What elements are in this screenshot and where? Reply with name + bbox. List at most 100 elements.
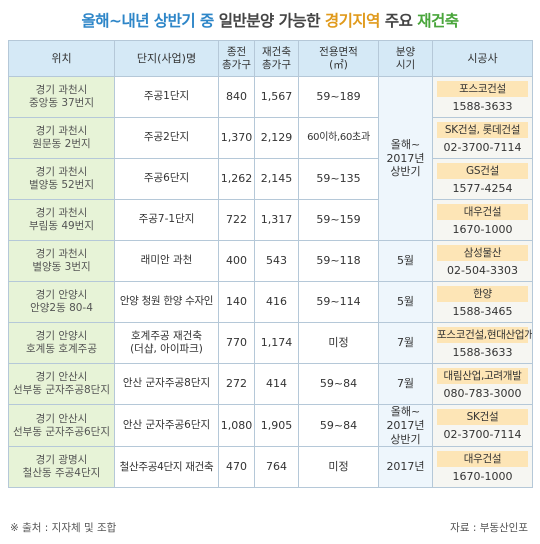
location-address: 안양2동 80-4 xyxy=(30,302,93,314)
project-cell: 안산 군자주공8단지 xyxy=(114,363,219,405)
project-cell: 호계주공 재건축 (더샵, 아이파크) xyxy=(114,322,219,364)
sale-period-cell: 5월 xyxy=(378,281,433,323)
sale-period-cell: 2017년 xyxy=(378,446,433,489)
header-sale-line2: 시기 xyxy=(395,58,416,71)
table-row: 경기 과천시 부림동 49번지 주공7-1단지 722 1,317 59~159 … xyxy=(8,199,533,241)
title-part-5: 재건축 xyxy=(417,12,459,30)
location-city: 경기 과천시 xyxy=(35,83,88,96)
table-row: 경기 과천시 별양동 3번지 래미안 과천 400 543 59~118 5월 삼… xyxy=(8,240,533,282)
sale-period-cell: 7월 xyxy=(378,363,433,405)
builder-phone: 1588-3465 xyxy=(452,304,513,318)
table-row: 경기 과천시 중앙동 37번지 주공1단지 840 1,567 59~189 올해… xyxy=(8,76,533,241)
builder-cell: 포스코건설 1588-3633 xyxy=(432,76,533,118)
builder-cell: 삼성물산 02-504-3303 xyxy=(432,240,533,282)
header-project: 단지(사업)명 xyxy=(114,40,219,77)
builder-cell: 대우건설 1670-1000 xyxy=(432,446,533,489)
builder-cell: 대우건설 1670-1000 xyxy=(432,199,533,241)
builder-name: GS건설 xyxy=(437,162,528,179)
area-cell: 미정 xyxy=(298,322,379,364)
header-prev-line2: 총가구 xyxy=(222,58,251,71)
project-cell: 안양 청원 한양 수자인 xyxy=(114,281,219,323)
location-address: 별양동 52번지 xyxy=(29,179,94,191)
builder-cell: SK건설 02-3700-7114 xyxy=(432,403,533,448)
location-cell: 경기 광명시 철산동 주공4단지 xyxy=(8,446,115,489)
header-new-households: 재건축 총가구 xyxy=(254,40,299,77)
location-city: 경기 과천시 xyxy=(35,206,88,219)
sale-line2: 2017년 xyxy=(386,418,425,432)
prev-households-cell: 1,370 xyxy=(218,117,255,159)
area-cell: 59~114 xyxy=(298,281,379,323)
location-cell: 경기 과천시 부림동 49번지 xyxy=(8,199,115,241)
table-row: 경기 안산시 선부동 군자주공8단지 안산 군자주공8단지 272 414 59~… xyxy=(8,363,533,405)
title-part-1: 올해~내년 상반기 중 xyxy=(81,12,214,30)
project-name: 호계주공 재건축 xyxy=(131,329,202,342)
builder-name: 대우건설 xyxy=(437,203,528,220)
prev-households-cell: 400 xyxy=(218,240,255,282)
project-cell: 철산주공4단지 재건축 xyxy=(114,446,219,489)
sale-period-merged-cell: 올해~ 2017년 상반기 xyxy=(378,76,433,241)
table-row: 경기 과천시 원문동 2번지 주공2단지 1,370 2,129 60이하,60초… xyxy=(8,117,533,159)
new-households-cell: 1,905 xyxy=(254,403,299,448)
location-address: 선부동 군자주공6단지 xyxy=(13,425,110,438)
header-prev-line1: 종전 xyxy=(226,46,247,59)
location-address: 원문동 2번지 xyxy=(32,138,91,150)
new-households-cell: 1,567 xyxy=(254,76,299,118)
new-households-cell: 543 xyxy=(254,240,299,282)
location-address: 호계동 호계주공 xyxy=(26,343,97,355)
location-cell: 경기 과천시 별양동 52번지 xyxy=(8,158,115,200)
table-row: 경기 과천시 별양동 52번지 주공6단지 1,262 2,145 59~135 … xyxy=(8,158,533,200)
area-cell: 60이하,60초과 xyxy=(298,117,379,159)
location-city: 경기 안산시 xyxy=(35,412,88,425)
project-cell: 안산 군자주공6단지 xyxy=(114,403,219,448)
header-prev-households: 종전 총가구 xyxy=(218,40,255,77)
area-cell: 59~189 xyxy=(298,76,379,118)
prev-households-cell: 840 xyxy=(218,76,255,118)
location-address: 선부동 군자주공8단지 xyxy=(13,384,110,396)
sale-line1: 올해~ xyxy=(390,405,421,418)
sale-period-cell: 올해~ 2017년 상반기 xyxy=(378,403,433,448)
table-row: 경기 안산시 선부동 군자주공6단지 안산 군자주공6단지 1,080 1,905… xyxy=(8,403,533,448)
builder-name: 삼성물산 xyxy=(437,244,528,261)
builder-cell: GS건설 1577-4254 xyxy=(432,158,533,200)
builder-name: 대림산업,고려개발 xyxy=(437,367,528,384)
location-cell: 경기 과천시 별양동 3번지 xyxy=(8,240,115,282)
location-city: 경기 과천시 xyxy=(35,124,88,137)
new-households-cell: 2,145 xyxy=(254,158,299,200)
prev-households-cell: 722 xyxy=(218,199,255,241)
builder-phone: 1588-3633 xyxy=(452,99,513,113)
area-cell: 59~84 xyxy=(298,363,379,405)
header-location: 위치 xyxy=(8,40,115,77)
location-city: 경기 광명시 xyxy=(35,454,88,467)
new-households-cell: 1,317 xyxy=(254,199,299,241)
new-households-cell: 764 xyxy=(254,446,299,489)
builder-phone: 080-783-3000 xyxy=(443,386,522,400)
location-city: 경기 안양시 xyxy=(35,288,88,301)
builder-phone: 02-3700-7114 xyxy=(443,428,522,442)
new-households-cell: 414 xyxy=(254,363,299,405)
builder-phone: 1577-4254 xyxy=(452,181,513,195)
project-cell: 주공7-1단지 xyxy=(114,199,219,241)
prev-households-cell: 1,080 xyxy=(218,403,255,448)
builder-phone: 02-3700-7114 xyxy=(443,140,522,154)
header-row: 위치 단지(사업)명 종전 총가구 재건축 총가구 전용면적 (㎡) 분양 시기 시공사 xyxy=(8,40,533,77)
area-cell: 59~159 xyxy=(298,199,379,241)
sale-merged-line2: 2017년 xyxy=(386,151,425,165)
location-address: 중앙동 37번지 xyxy=(29,97,94,109)
location-address: 철산동 주공4단지 xyxy=(22,467,101,480)
location-cell: 경기 과천시 원문동 2번지 xyxy=(8,117,115,159)
location-cell: 경기 안양시 안양2동 80-4 xyxy=(8,281,115,323)
location-address: 별양동 3번지 xyxy=(32,261,91,273)
builder-name: 포스코건설 xyxy=(437,80,528,97)
location-city: 경기 안산시 xyxy=(35,370,88,383)
header-sale-line1: 분양 xyxy=(395,46,416,59)
source-note: ※ 출처 : 지자체 및 조합 xyxy=(10,522,117,534)
data-credit: 자료 : 부동산인포 xyxy=(450,522,528,534)
new-households-cell: 1,174 xyxy=(254,322,299,364)
new-households-cell: 2,129 xyxy=(254,117,299,159)
sale-merged-line1: 올해~ xyxy=(390,137,421,151)
title-part-4: 주요 xyxy=(384,12,413,30)
area-cell: 59~135 xyxy=(298,158,379,200)
prev-households-cell: 470 xyxy=(218,446,255,489)
builder-name: SK건설, 롯데건설 xyxy=(437,121,528,138)
area-cell: 59~118 xyxy=(298,240,379,282)
